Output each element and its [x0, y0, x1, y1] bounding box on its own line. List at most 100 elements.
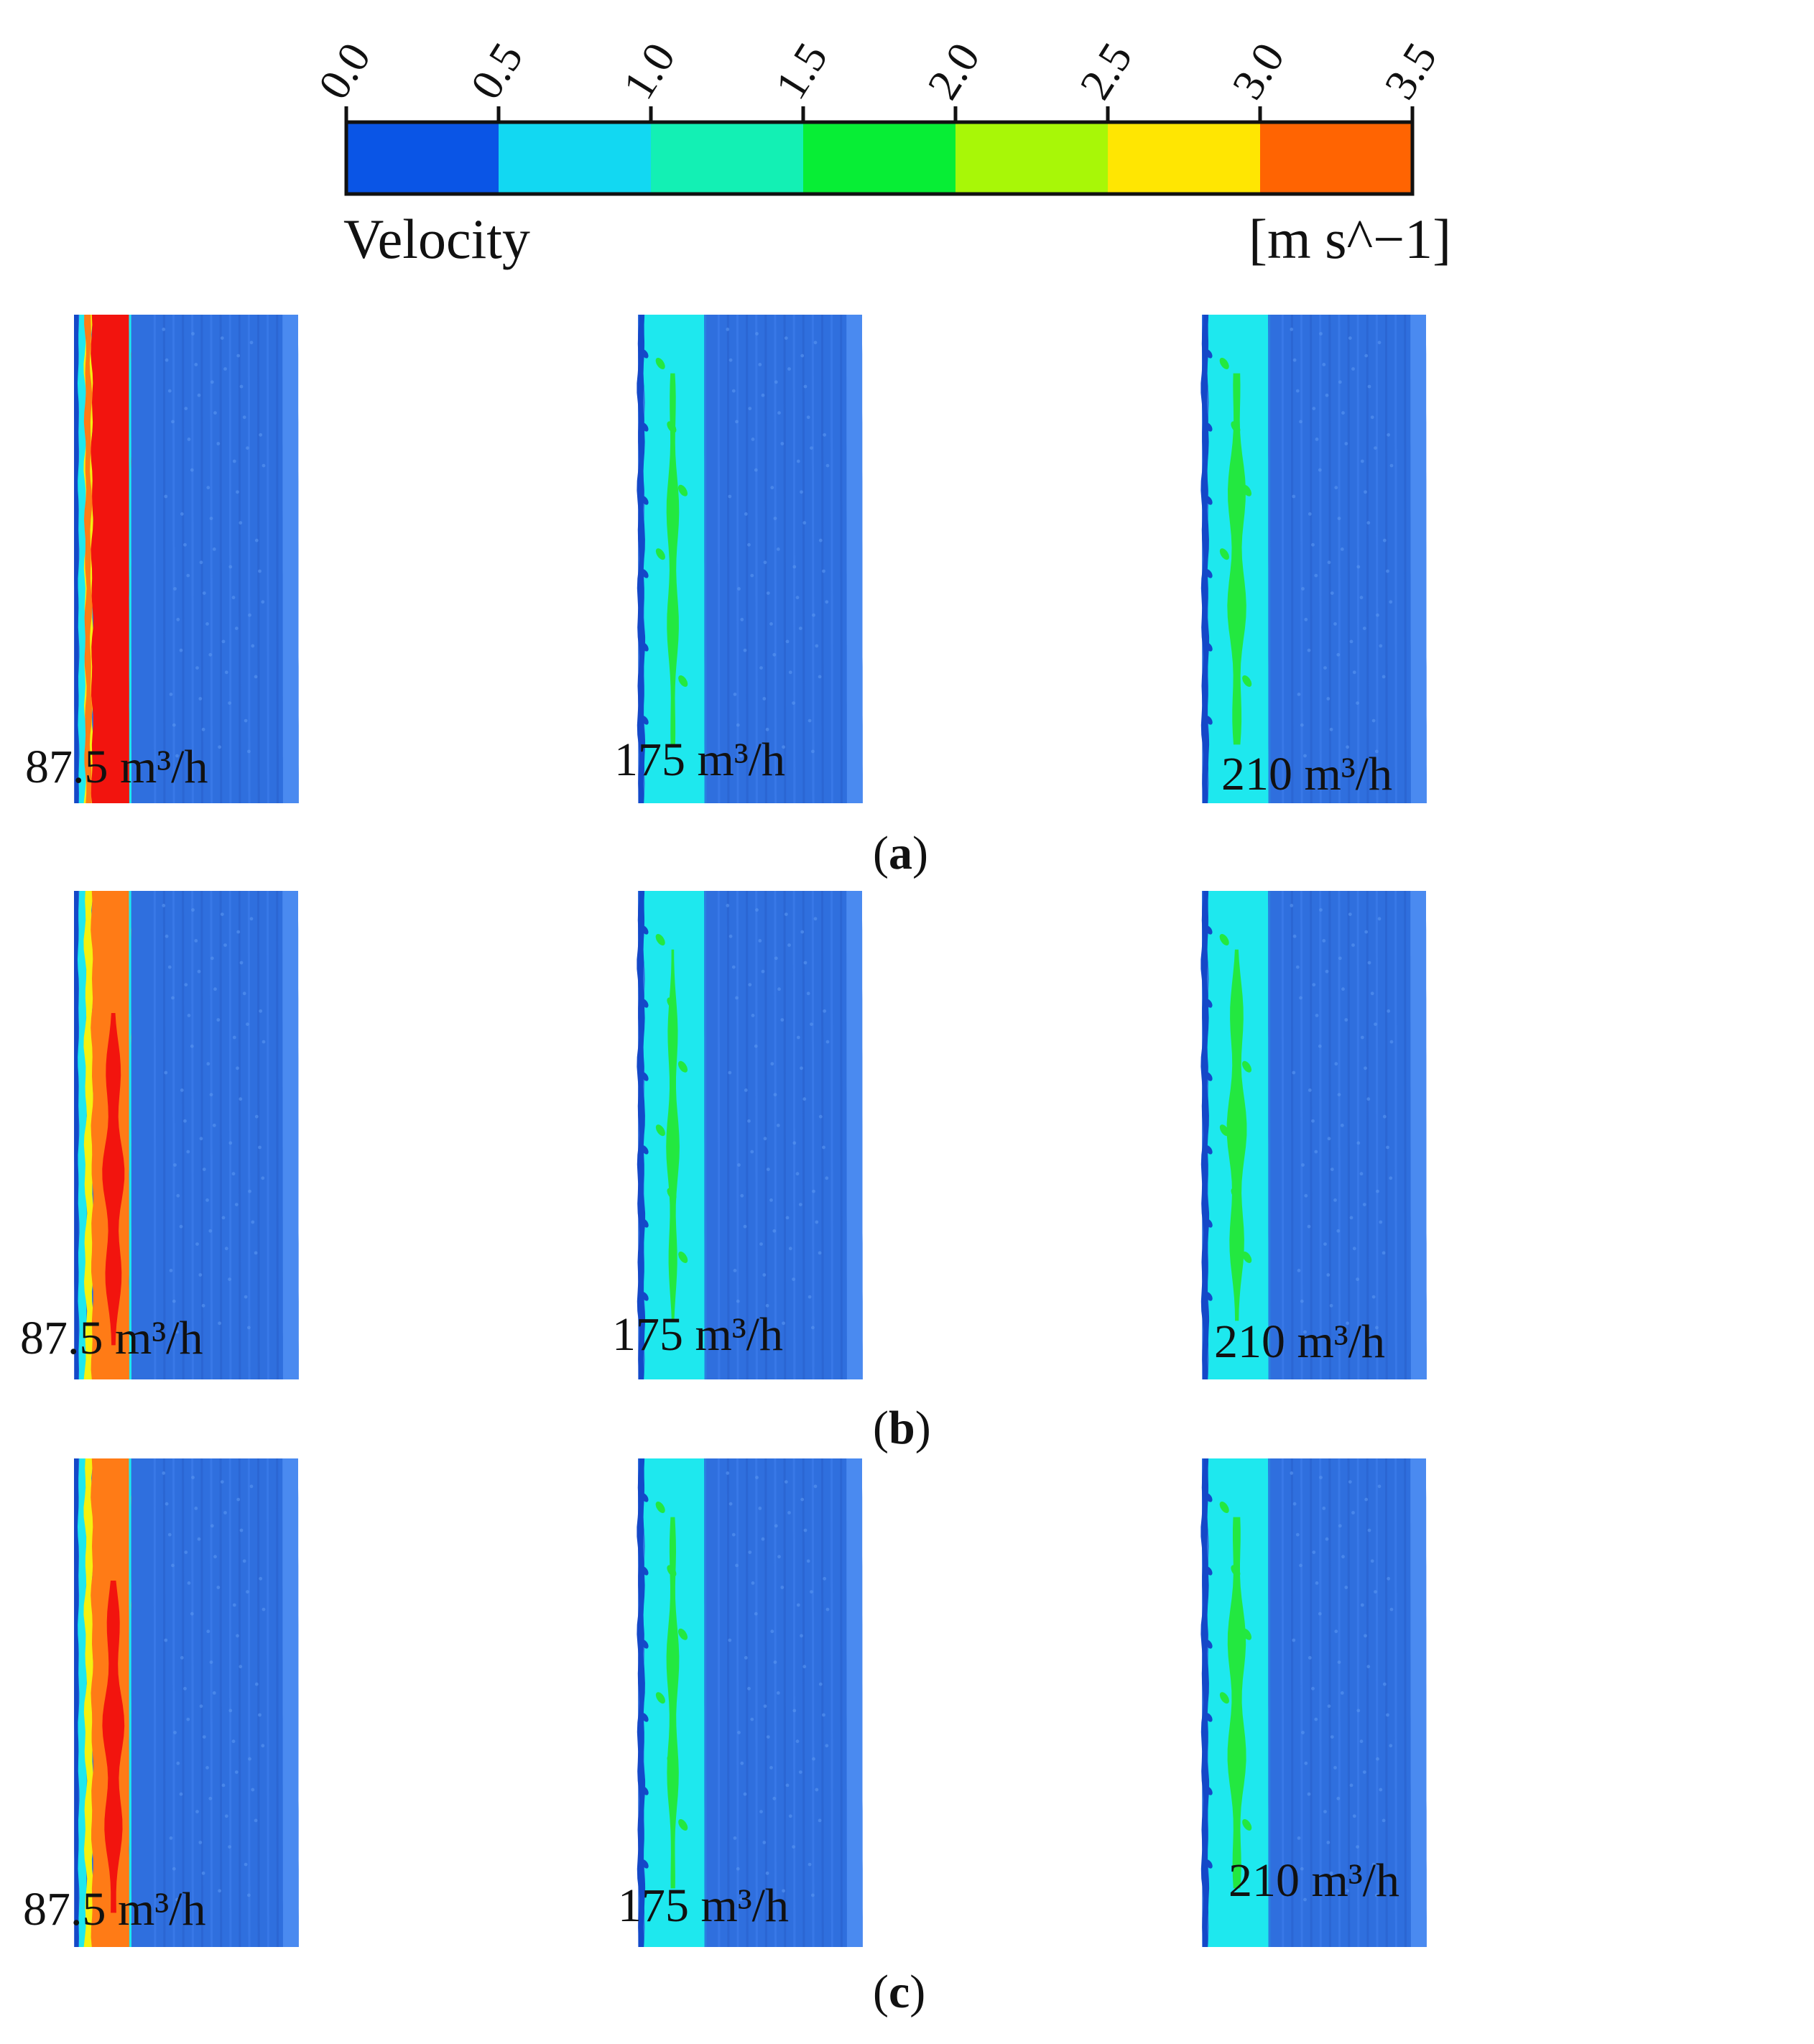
surface-dot: [1376, 1189, 1379, 1193]
surface-dot: [1377, 341, 1382, 345]
surface-dot: [810, 1022, 813, 1026]
surface-dot: [1300, 1867, 1304, 1871]
surface-dot: [762, 697, 767, 700]
surface-dot: [740, 617, 744, 621]
surface-dot: [239, 1097, 243, 1101]
surface-dot: [231, 596, 236, 600]
contour-band: [74, 1458, 79, 1947]
surface-dot: [754, 1611, 758, 1616]
surface-dot: [184, 407, 188, 410]
surface-dot: [221, 1216, 226, 1220]
surface-dot: [1364, 490, 1367, 494]
velocity-region: [102, 1013, 125, 1346]
contour-band: [637, 891, 646, 1379]
blade-groove: [755, 1458, 758, 1947]
surface-dot: [1301, 1731, 1305, 1734]
surface-dot: [167, 389, 172, 393]
surface-dot: [244, 1862, 248, 1867]
surface-dot: [765, 1303, 769, 1308]
velocity-spot: [1205, 349, 1213, 359]
blade-groove: [736, 315, 739, 803]
surface-dot: [807, 718, 812, 723]
surface-dot: [223, 1511, 227, 1514]
surface-dot: [1382, 1818, 1386, 1823]
surface-dot: [1362, 626, 1366, 630]
surface-dot: [728, 358, 733, 362]
surface-dot: [815, 1788, 819, 1792]
surface-dot: [758, 939, 762, 943]
surface-dot: [199, 1704, 203, 1708]
surface-dot: [818, 1251, 822, 1255]
velocity-spot: [1205, 1859, 1213, 1869]
surface-dot: [206, 486, 210, 490]
surface-dot: [744, 1088, 748, 1092]
surface-dot: [205, 622, 209, 626]
blade-groove: [267, 315, 269, 803]
contour-band: [78, 1458, 88, 1947]
surface-dot: [792, 1141, 797, 1145]
velocity-spot: [1219, 358, 1229, 369]
surface-dot: [187, 438, 191, 441]
surface-dot: [239, 1665, 243, 1669]
surface-dot: [1301, 587, 1305, 591]
blade-groove: [1375, 891, 1379, 1380]
velocity-spot: [678, 1819, 688, 1831]
contour-band: [78, 891, 88, 1379]
velocity-spot: [655, 358, 665, 369]
blade-groove: [153, 891, 157, 1379]
blade-groove: [228, 891, 232, 1379]
surface-dot: [1349, 1783, 1353, 1788]
surface-dot: [1379, 644, 1383, 648]
surface-dot: [1370, 415, 1374, 420]
surface-dot: [748, 1550, 752, 1555]
surface-dot: [798, 626, 802, 630]
surface-dot: [206, 1062, 210, 1066]
blade-groove: [764, 1458, 767, 1947]
surface-dot: [1327, 1137, 1331, 1141]
surface-dot: [176, 1761, 180, 1765]
surface-dot: [234, 626, 239, 630]
surface-dot: [796, 459, 800, 463]
surface-dot: [728, 494, 732, 499]
blade-groove: [1347, 314, 1351, 803]
surface-dot: [1356, 701, 1359, 705]
surface-dot: [246, 1590, 249, 1594]
surface-dot: [806, 991, 810, 996]
surface-dot: [773, 1093, 777, 1096]
blade-groove: [1281, 1458, 1285, 1947]
surface-dot: [236, 490, 239, 494]
blade-groove: [153, 1458, 157, 1947]
blade-groove: [1366, 315, 1369, 803]
surface-dot: [1389, 600, 1393, 604]
surface-dot: [1349, 639, 1353, 644]
surface-dot: [769, 1198, 773, 1202]
surface-dot: [1329, 1871, 1333, 1875]
surface-dot: [758, 1507, 762, 1510]
surface-dot: [228, 1845, 231, 1849]
row-label-a: (a): [873, 826, 928, 881]
surface-dot: [1366, 1665, 1371, 1669]
surface-dot: [190, 1044, 194, 1048]
surface-dot: [173, 1731, 177, 1734]
contour-band: [704, 1458, 707, 1947]
surface-dot: [1333, 1198, 1337, 1202]
surface-dot: [822, 569, 825, 573]
surface-dot: [726, 328, 730, 331]
velocity-spot: [655, 1692, 665, 1704]
surface-dot: [736, 1299, 740, 1303]
blade-groove: [276, 891, 279, 1379]
surface-dot: [780, 1586, 785, 1589]
blade-groove: [736, 891, 739, 1379]
surface-dot: [743, 1224, 747, 1229]
surface-dot: [186, 1717, 190, 1721]
surface-dot: [1349, 1216, 1353, 1220]
velocity-spot: [1241, 1628, 1252, 1640]
surface-dot: [1389, 1176, 1393, 1180]
surface-dot: [776, 547, 780, 551]
blade-groove: [1347, 890, 1351, 1379]
blade-groove: [1328, 890, 1331, 1379]
panel-flow-label: 210 m³/h: [1221, 748, 1392, 800]
surface-dot: [1319, 908, 1323, 912]
colorbar-segment: [1260, 122, 1413, 194]
row-label-c: (c): [873, 1965, 925, 2020]
